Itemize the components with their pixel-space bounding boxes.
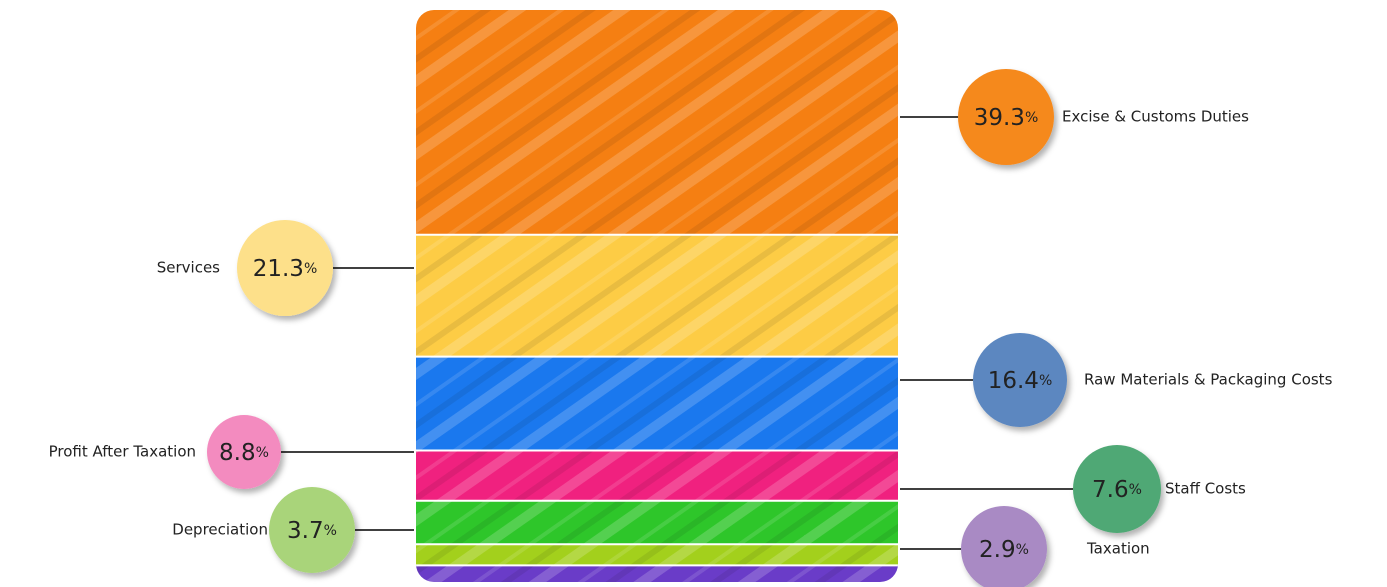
legend-label: Depreciation	[172, 521, 268, 539]
legend-label: Taxation	[1086, 540, 1150, 558]
segment-texture	[416, 450, 898, 501]
value-number: 3.7	[287, 518, 324, 544]
bubble	[1073, 445, 1161, 533]
value-label: 8.8%	[219, 440, 269, 466]
value-unit: %	[1039, 373, 1052, 389]
value-number: 2.9	[979, 537, 1016, 563]
legend-label: Profit After Taxation	[49, 443, 196, 461]
segment-texture	[416, 565, 898, 582]
value-label: 16.4%	[988, 368, 1053, 394]
value-unit: %	[1129, 482, 1142, 498]
value-label: 2.9%	[979, 537, 1029, 563]
bubble	[958, 69, 1054, 165]
legend-label: Excise & Customs Duties	[1062, 108, 1249, 126]
value-number: 7.6	[1092, 477, 1129, 503]
segment-texture	[416, 500, 898, 545]
value-unit: %	[324, 523, 337, 539]
segment-texture	[416, 356, 898, 451]
value-label: 7.6%	[1092, 477, 1142, 503]
value-unit: %	[304, 261, 317, 277]
segment-texture	[416, 544, 898, 566]
legend-label: Services	[157, 259, 220, 277]
bubble	[237, 220, 333, 316]
segment-texture	[416, 10, 898, 235]
bubble	[973, 333, 1067, 427]
value-unit: %	[1016, 542, 1029, 558]
bubble	[269, 487, 355, 573]
bubble	[207, 415, 281, 489]
value-unit: %	[1025, 110, 1038, 126]
value-unit: %	[256, 445, 269, 461]
legend-label: Staff Costs	[1165, 480, 1246, 498]
value-label: 21.3%	[253, 256, 318, 282]
legend-label: Raw Materials & Packaging Costs	[1084, 371, 1333, 389]
value-label: 39.3%	[974, 105, 1039, 131]
bubble	[961, 506, 1047, 587]
value-number: 16.4	[988, 368, 1039, 394]
value-number: 8.8	[219, 440, 256, 466]
value-label: 3.7%	[287, 518, 337, 544]
stacked-bar	[416, 10, 898, 582]
value-number: 39.3	[974, 105, 1025, 131]
segment-texture	[416, 234, 898, 357]
value-number: 21.3	[253, 256, 304, 282]
